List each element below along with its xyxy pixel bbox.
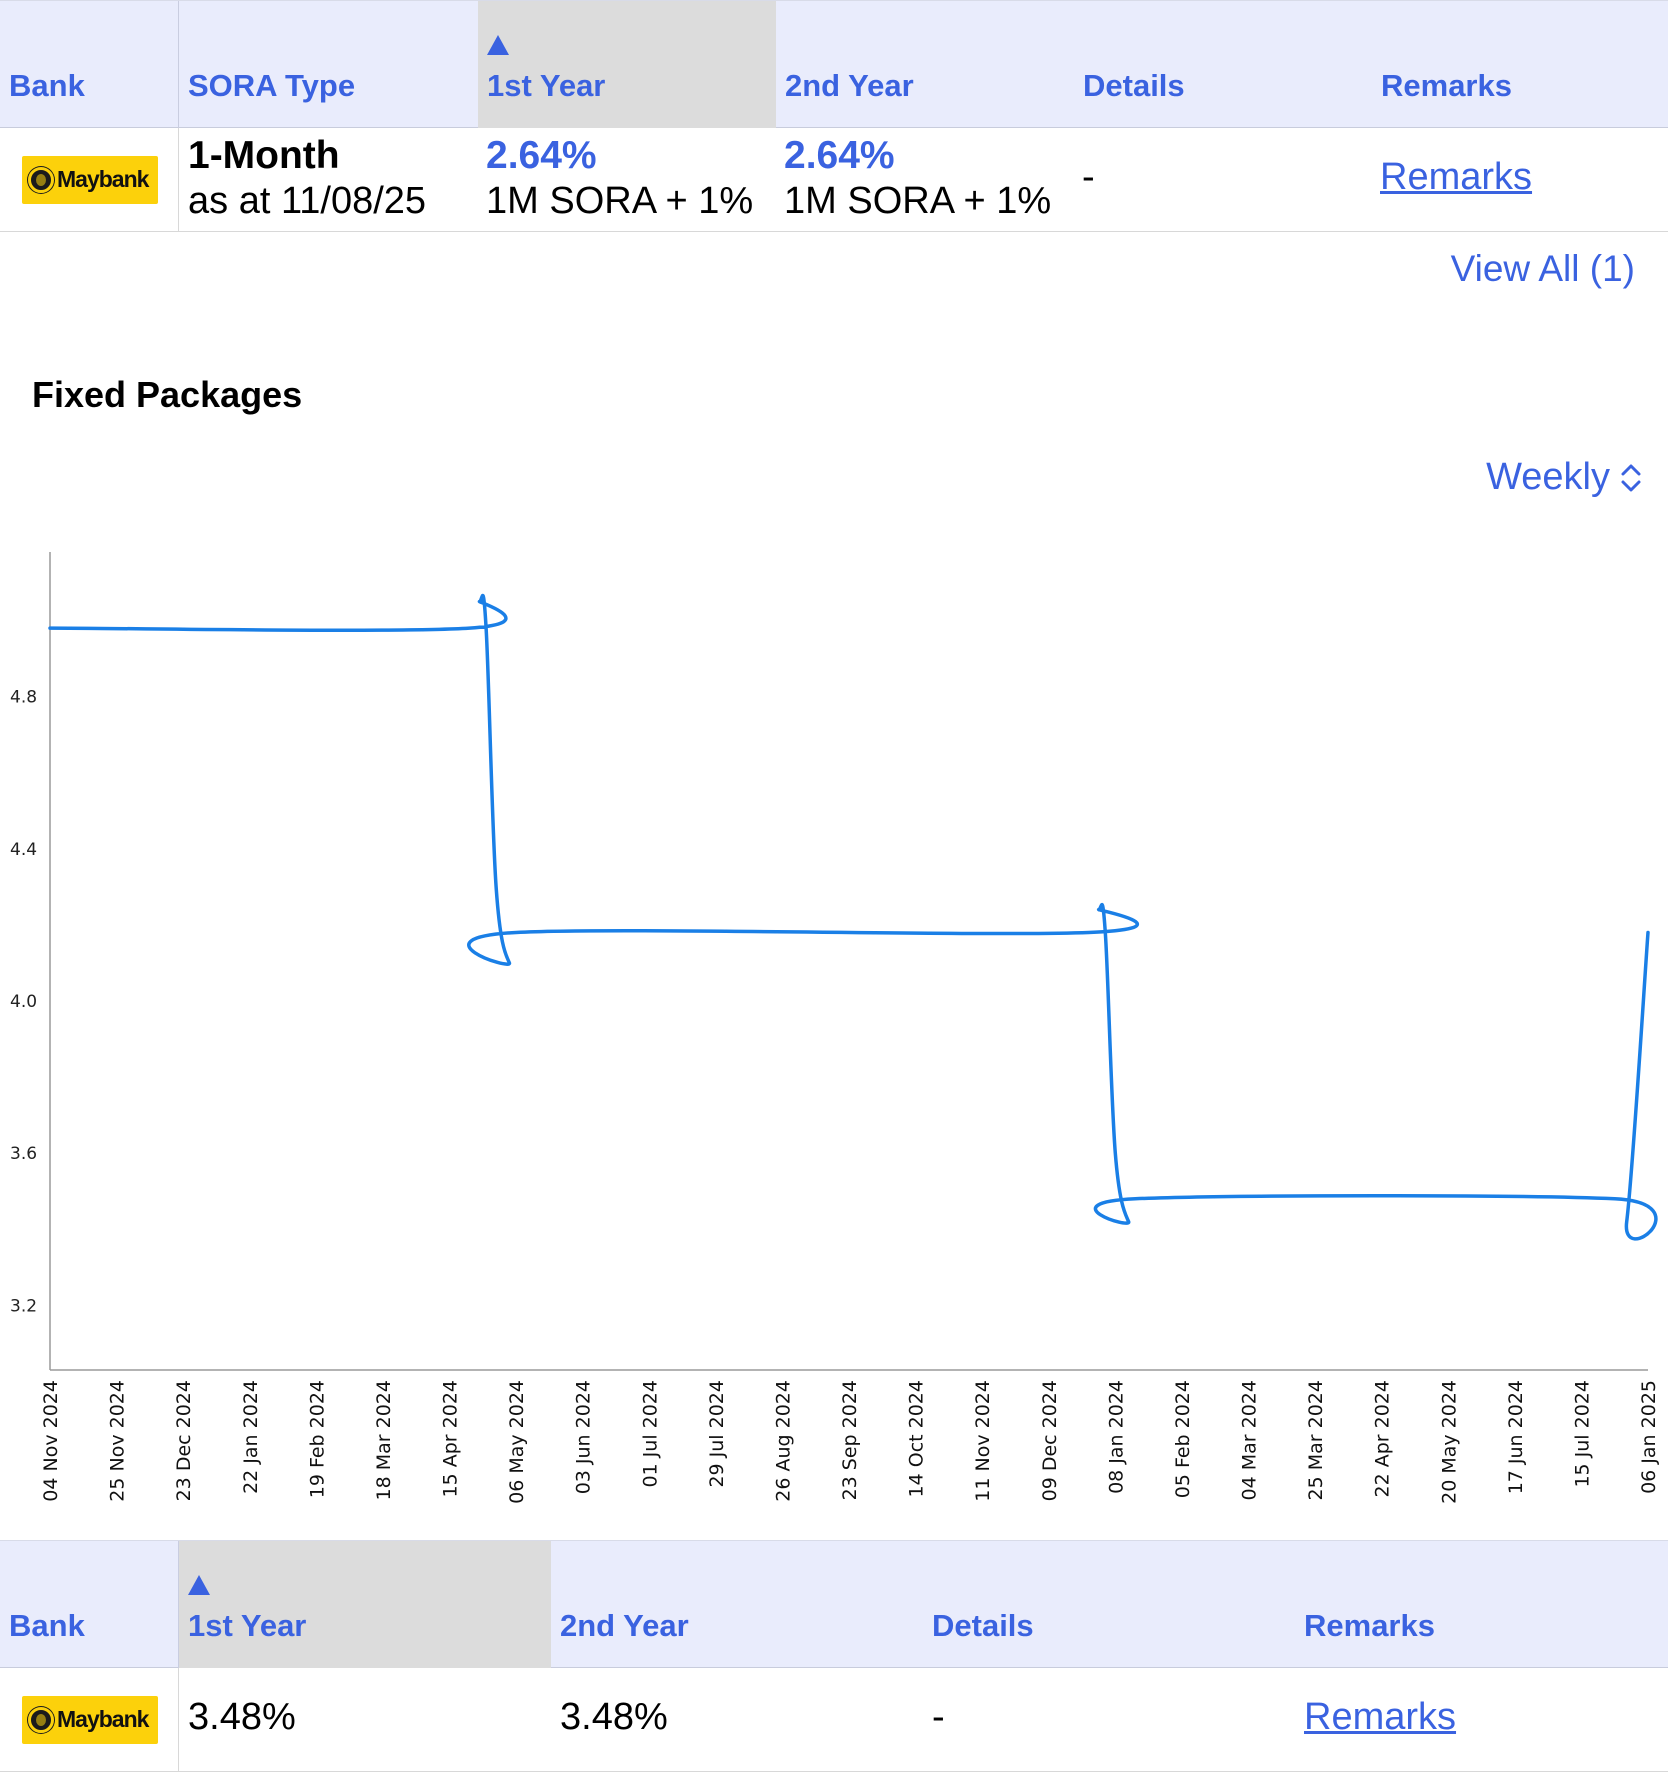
fixed-rate-table: Bank 1st Year 2nd Year Details Remarks M… xyxy=(0,1540,1668,1772)
x-tick-label: 17 Jun 2024 xyxy=(1505,1380,1527,1494)
x-tick-label: 19 Feb 2024 xyxy=(306,1380,328,1498)
x-tick-label: 22 Apr 2024 xyxy=(1372,1380,1394,1497)
first-year-rate: 3.48% xyxy=(188,1696,296,1738)
column-header-label: Details xyxy=(1083,68,1185,103)
sort-ascending-icon xyxy=(188,1575,210,1595)
column-header-details[interactable]: Details xyxy=(1074,1,1372,128)
fixed-rate-line-chart: 3.2 3.6 4.0 4.4 4.8 04 Nov 2024 25 Nov 2024 23… xyxy=(10,552,1660,1504)
column-header-bank[interactable]: Bank xyxy=(0,1,178,128)
x-tick-label: 18 Mar 2024 xyxy=(373,1380,395,1500)
column-header-second-year[interactable]: 2nd Year xyxy=(776,1,1074,128)
tiger-emblem-icon xyxy=(28,167,54,193)
table-header: Bank 1st Year 2nd Year Details Remarks xyxy=(0,1540,1668,1668)
remarks-link[interactable]: Remarks xyxy=(1304,1696,1457,1738)
x-tick-label: 20 May 2024 xyxy=(1438,1380,1460,1504)
as-at-date: as at 11/08/25 xyxy=(188,180,427,222)
x-axis-ticks: 04 Nov 2024 25 Nov 2024 23 Dec 2024 22 Jan … xyxy=(40,1380,1660,1504)
remarks-link[interactable]: Remarks xyxy=(1380,156,1533,198)
column-header-label: Bank xyxy=(9,68,85,103)
x-tick-label: 01 Jul 2024 xyxy=(639,1380,661,1488)
first-year-rate: 2.64% xyxy=(486,134,597,177)
x-tick-label: 04 Nov 2024 xyxy=(40,1380,62,1502)
column-divider xyxy=(178,1,179,128)
x-tick-label: 05 Feb 2024 xyxy=(1172,1380,1194,1498)
first-year-formula: 1M SORA + 1% xyxy=(486,180,754,222)
column-divider xyxy=(178,1668,179,1771)
x-tick-label: 08 Jan 2024 xyxy=(1105,1380,1127,1494)
period-selector[interactable]: Weekly xyxy=(1486,456,1642,499)
x-tick-label: 23 Dec 2024 xyxy=(173,1380,195,1501)
sora-type-value: 1-Month xyxy=(188,134,340,177)
chevron-up-down-icon xyxy=(1621,464,1641,491)
column-header-remarks[interactable]: Remarks xyxy=(1372,1,1668,128)
x-tick-label: 06 Jan 2025 xyxy=(1638,1380,1660,1494)
column-header-label: 1st Year xyxy=(188,1608,307,1643)
x-tick-label: 26 Aug 2024 xyxy=(772,1380,794,1502)
x-tick-label: 15 Apr 2024 xyxy=(440,1380,462,1497)
column-header-label: Details xyxy=(932,1608,1034,1643)
column-header-label: 1st Year xyxy=(487,68,606,103)
y-tick-label: 4.0 xyxy=(10,992,37,1012)
section-title: Fixed Packages xyxy=(32,374,303,415)
y-tick-label: 4.4 xyxy=(10,840,37,860)
x-tick-label: 14 Oct 2024 xyxy=(906,1380,928,1497)
column-header-label: Bank xyxy=(9,1608,85,1643)
x-tick-label: 22 Jan 2024 xyxy=(240,1380,262,1494)
x-tick-label: 23 Sep 2024 xyxy=(839,1380,861,1500)
y-tick-label: 3.6 xyxy=(10,1144,37,1164)
x-tick-label: 03 Jun 2024 xyxy=(573,1380,595,1494)
x-tick-label: 29 Jul 2024 xyxy=(706,1380,728,1488)
chart-series xyxy=(48,593,1658,1241)
x-tick-label: 06 May 2024 xyxy=(506,1380,528,1504)
column-divider xyxy=(178,1541,179,1668)
table-row: Maybank 1-Month as at 11/08/25 2.64% 1M … xyxy=(0,128,1668,232)
x-tick-label: 25 Nov 2024 xyxy=(107,1380,129,1502)
logo-wordmark: Maybank xyxy=(57,1706,149,1732)
column-header-sora-type[interactable]: SORA Type xyxy=(179,1,477,128)
column-header-label: 2nd Year xyxy=(560,1608,689,1643)
sort-ascending-icon xyxy=(487,35,509,55)
y-tick-label: 3.2 xyxy=(10,1296,37,1316)
logo-wordmark: Maybank xyxy=(57,166,149,192)
column-header-bank[interactable]: Bank xyxy=(0,1541,178,1668)
table-header: Bank SORA Type 1st Year 2nd Year Details… xyxy=(0,0,1668,128)
maybank-logo: Maybank xyxy=(22,1696,158,1744)
view-all-link[interactable]: View All (1) xyxy=(1450,248,1635,289)
x-tick-label: 15 Jul 2024 xyxy=(1571,1380,1593,1488)
details-value: - xyxy=(932,1696,945,1738)
column-header-label: SORA Type xyxy=(188,68,356,103)
period-selector-label: Weekly xyxy=(1486,456,1610,498)
second-year-formula: 1M SORA + 1% xyxy=(784,180,1052,222)
maybank-logo: Maybank xyxy=(22,156,158,204)
floating-rate-table: Bank SORA Type 1st Year 2nd Year Details… xyxy=(0,0,1668,232)
bank-cell: Maybank xyxy=(0,128,178,231)
column-header-first-year[interactable]: 1st Year xyxy=(478,1,776,128)
second-year-rate: 3.48% xyxy=(560,1696,668,1738)
x-tick-label: 04 Mar 2024 xyxy=(1239,1380,1261,1500)
x-tick-label: 09 Dec 2024 xyxy=(1039,1380,1061,1501)
column-header-label: 2nd Year xyxy=(785,68,914,103)
column-header-remarks[interactable]: Remarks xyxy=(1295,1541,1668,1668)
bank-cell: Maybank xyxy=(0,1668,178,1771)
details-value: - xyxy=(1082,156,1095,198)
x-tick-label: 11 Nov 2024 xyxy=(972,1380,994,1502)
column-divider xyxy=(178,128,179,231)
rate-series-line xyxy=(48,593,1658,1241)
chart-axes xyxy=(49,552,1648,1371)
second-year-rate: 2.64% xyxy=(784,134,895,177)
table-row: Maybank 3.48% 3.48% - Remarks xyxy=(0,1668,1668,1772)
y-tick-label: 4.8 xyxy=(10,688,37,708)
x-tick-label: 25 Mar 2024 xyxy=(1305,1380,1327,1500)
tiger-emblem-icon xyxy=(28,1707,54,1733)
column-header-details[interactable]: Details xyxy=(923,1541,1295,1668)
column-header-label: Remarks xyxy=(1381,68,1512,103)
column-header-label: Remarks xyxy=(1304,1608,1435,1643)
column-header-first-year[interactable]: 1st Year xyxy=(179,1541,551,1668)
y-axis-ticks: 3.2 3.6 4.0 4.4 4.8 xyxy=(10,688,37,1317)
column-header-second-year[interactable]: 2nd Year xyxy=(551,1541,923,1668)
